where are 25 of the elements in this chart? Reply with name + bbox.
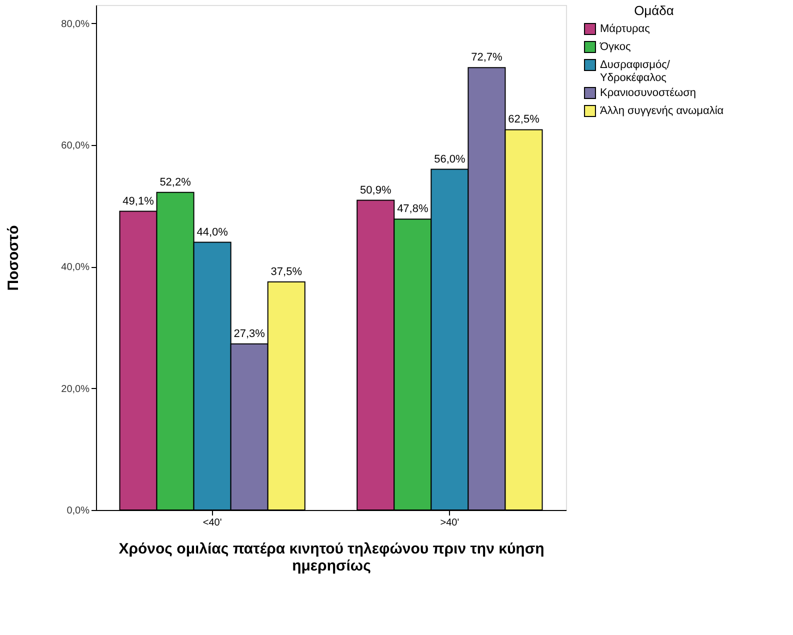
y-tick-label: 0,0% xyxy=(66,506,90,516)
legend-label: Κρανιοσυνοστέωση xyxy=(600,87,696,99)
data-label: 49,1% xyxy=(122,195,154,208)
y-tick-label: 40,0% xyxy=(61,262,90,274)
data-label: 37,5% xyxy=(270,266,302,278)
data-label: 62,5% xyxy=(508,114,540,126)
data-label: 44,0% xyxy=(196,226,228,238)
x-tick-label: >40' xyxy=(440,518,460,528)
legend-label: Μάρτυρας xyxy=(600,23,650,35)
y-tick-label: 20,0% xyxy=(61,384,90,395)
x-axis-title: Χρόνος ομιλίας πατέρα κινητού τηλεφώνου πριν την κύηση ημερησίως xyxy=(118,540,544,574)
legend-label: Δυσραφισμός/ Υδροκέφαλος xyxy=(600,59,671,84)
x-tick-label: <40' xyxy=(202,518,222,528)
y-tick-label: 80,0% xyxy=(61,18,90,30)
y-tick-label: 60,0% xyxy=(61,140,90,152)
data-label: 72,7% xyxy=(471,52,503,64)
data-label: 50,9% xyxy=(360,184,392,196)
data-label: 56,0% xyxy=(434,153,466,166)
data-label: 47,8% xyxy=(397,203,428,216)
legend-label: Άλλη συγγενής ανωμαλία xyxy=(600,105,724,117)
data-label: 52,2% xyxy=(160,176,192,188)
legend-title: Ομάδα xyxy=(634,3,674,18)
y-axis-title: Ποσοστό xyxy=(5,225,22,291)
legend-label: Όγκος xyxy=(599,41,631,53)
data-label: 27,3% xyxy=(234,328,266,340)
